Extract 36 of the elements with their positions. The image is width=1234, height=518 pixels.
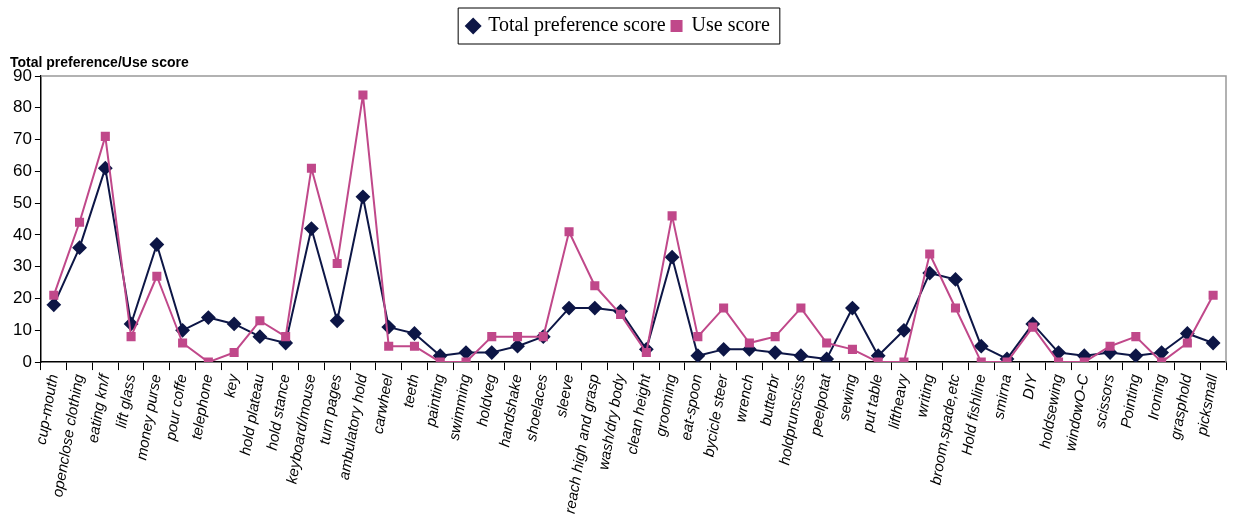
x-tick-label: scissors [1090,372,1118,430]
x-tick-label: teeth [399,372,422,409]
y-tick-label: 70 [12,129,32,149]
x-tick-label: sleeve [551,372,577,419]
y-tick-label: 10 [12,319,32,339]
x-tick-label: picksmall [1192,372,1221,438]
legend-label: Use score [691,13,770,36]
y-tick-label: 60 [12,161,32,181]
y-tick-label: 30 [12,256,32,276]
x-tick-label: put table [858,372,886,434]
x-tick-label: carwheel [368,372,396,436]
x-tick-label: smirna [989,372,1015,421]
x-tick-label: Ironing [1143,372,1169,422]
y-tick-label: 50 [12,192,32,212]
legend-label: Total preference score [488,13,666,37]
x-tick-label: lift glass [111,372,139,430]
x-tick-label: turn pages [315,372,345,446]
x-tick-label: peelpotat [806,372,834,438]
x-tick-label: holdveg [472,372,499,428]
x-tick-label: sewing [834,372,860,422]
y-axis-title: Total preference/Use score [10,54,189,70]
x-tick-label: shoelaces [521,372,551,443]
x-tick-label: painting [421,372,448,429]
x-tick-label: pour coffe [161,372,190,443]
x-tick-label: liftheavy [884,371,912,431]
x-tick-label: butterbr [756,371,783,427]
x-tick-label: key [220,371,242,399]
x-tick-label: Pointing [1116,372,1144,430]
x-tick-label: grooming [651,372,680,438]
y-tick-label: 20 [12,288,32,308]
x-tick-label: DIY [1018,371,1041,401]
y-tick-label: 0 [22,351,32,371]
x-tick-label: telephone [187,372,216,441]
y-tick-label: 80 [12,97,32,117]
y-tick-label: 40 [12,224,32,244]
x-tick-label: wrench [731,372,757,424]
